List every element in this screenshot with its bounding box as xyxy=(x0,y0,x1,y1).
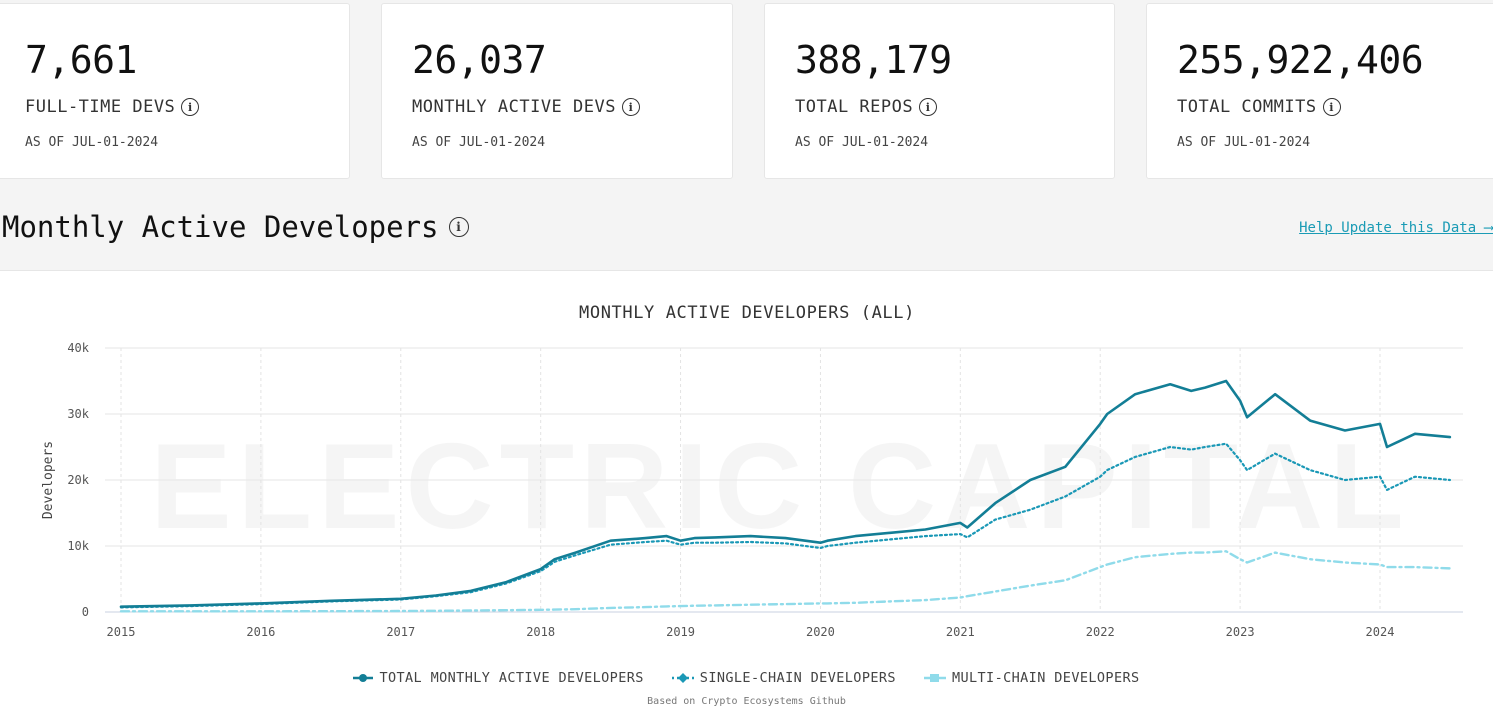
x-tick-label: 2019 xyxy=(666,625,695,639)
info-icon[interactable]: i xyxy=(621,98,640,116)
chart-panel xyxy=(0,270,1493,726)
info-icon[interactable]: i xyxy=(919,98,938,116)
axis-ticks: 0 10k 20k 30k 40k 2015 2016 2017 2018 2019 2020 202… xyxy=(67,341,1394,639)
info-icon[interactable]: i xyxy=(1322,98,1341,116)
stat-card-full-time-devs: 7,661 FULL-TIME DEVS i AS OF JUL-01-2024 xyxy=(0,3,350,179)
legend-item-multi-chain[interactable]: MULTI-CHAIN DEVELOPERS xyxy=(923,670,1140,686)
stat-value: 388,179 xyxy=(795,38,952,82)
y-axis-label: Developers xyxy=(41,441,56,519)
grid xyxy=(105,347,1463,613)
chart-legend: TOTAL MONTHLY ACTIVE DEVELOPERS SINGLE-C… xyxy=(0,670,1493,686)
legend-swatch-multi-chain xyxy=(923,674,946,682)
legend-label: SINGLE-CHAIN DEVELOPERS xyxy=(699,670,896,686)
series-line-multi-chain xyxy=(119,550,1452,613)
stat-label-text: MONTHLY ACTIVE DEVS xyxy=(412,97,616,117)
series-layer xyxy=(119,379,1452,613)
stat-card-total-commits: 255,922,406 TOTAL COMMITS i AS OF JUL-01-… xyxy=(1146,3,1493,179)
section-title-text: Monthly Active Developers xyxy=(2,210,439,244)
watermark: ELECTRIC CAPITAL xyxy=(150,418,1409,554)
source-note: Based on Crypto Ecosystems Github xyxy=(647,696,846,707)
stat-label-text: TOTAL REPOS xyxy=(795,97,914,117)
x-tick-label: 2023 xyxy=(1226,625,1255,639)
chart-title: MONTHLY ACTIVE DEVELOPERS (ALL) xyxy=(579,303,915,323)
legend-swatch-total xyxy=(353,674,374,682)
x-tick-label: 2017 xyxy=(386,625,415,639)
info-icon[interactable]: i xyxy=(181,98,200,116)
series-line-single-chain xyxy=(119,442,1452,609)
x-tick-label: 2016 xyxy=(246,625,275,639)
stat-value: 26,037 xyxy=(412,38,547,82)
x-tick-label: 2015 xyxy=(107,625,136,639)
stat-date: AS OF JUL-01-2024 xyxy=(25,135,159,150)
x-tick-label: 2020 xyxy=(806,625,835,639)
stat-card-monthly-active-devs: 26,037 MONTHLY ACTIVE DEVS i AS OF JUL-01… xyxy=(381,3,733,179)
stat-value: 7,661 xyxy=(25,38,137,82)
section-title: Monthly Active Developers i xyxy=(2,210,469,244)
y-tick-label: 20k xyxy=(67,473,89,487)
stat-label-text: TOTAL COMMITS xyxy=(1177,97,1317,117)
stat-date: AS OF JUL-01-2024 xyxy=(1177,135,1311,150)
stat-label: TOTAL COMMITS i xyxy=(1177,97,1341,117)
stat-date: AS OF JUL-01-2024 xyxy=(412,135,546,150)
stat-label: MONTHLY ACTIVE DEVS i xyxy=(412,97,640,117)
stat-label: FULL-TIME DEVS i xyxy=(25,97,200,117)
y-tick-label: 0 xyxy=(82,605,89,619)
series-line-total xyxy=(119,379,1452,609)
stat-date: AS OF JUL-01-2024 xyxy=(795,135,929,150)
legend-item-single-chain[interactable]: SINGLE-CHAIN DEVELOPERS xyxy=(671,670,896,686)
legend-item-total[interactable]: TOTAL MONTHLY ACTIVE DEVELOPERS xyxy=(353,670,643,686)
help-update-link[interactable]: Help Update this Data ⟶ xyxy=(1299,220,1493,236)
monthly-active-developers-chart: ELECTRIC CAPITAL MONTHLY ACTIVE DEVELOPE… xyxy=(41,303,1463,639)
x-tick-label: 2018 xyxy=(526,625,555,639)
legend-label: TOTAL MONTHLY ACTIVE DEVELOPERS xyxy=(379,670,644,686)
y-tick-label: 10k xyxy=(67,539,89,553)
stat-label-text: FULL-TIME DEVS xyxy=(25,97,176,117)
y-tick-label: 40k xyxy=(67,341,89,355)
x-tick-label: 2021 xyxy=(946,625,975,639)
x-tick-label: 2024 xyxy=(1366,625,1395,639)
stat-label: TOTAL REPOS i xyxy=(795,97,938,117)
info-icon[interactable]: i xyxy=(448,217,469,237)
stat-card-total-repos: 388,179 TOTAL REPOS i AS OF JUL-01-2024 xyxy=(764,3,1115,179)
x-tick-label: 2022 xyxy=(1086,625,1115,639)
legend-label: MULTI-CHAIN DEVELOPERS xyxy=(951,670,1140,686)
legend-swatch-single-chain xyxy=(671,673,694,683)
y-tick-label: 30k xyxy=(67,407,89,421)
stat-value: 255,922,406 xyxy=(1177,38,1424,82)
